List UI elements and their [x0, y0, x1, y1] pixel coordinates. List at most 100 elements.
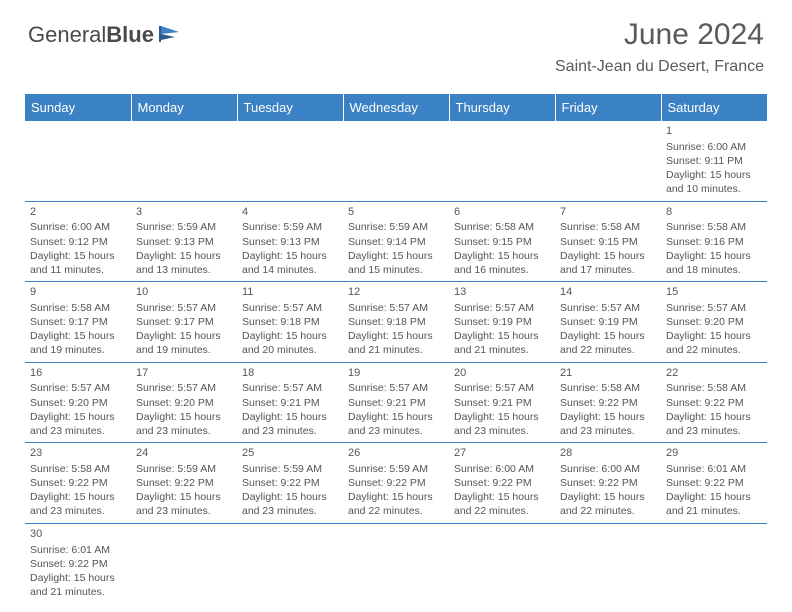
sunrise-line: Sunrise: 5:59 AM: [136, 462, 232, 476]
logo: GeneralBlue: [28, 22, 183, 48]
sunrise-line: Sunrise: 5:58 AM: [30, 462, 126, 476]
daylight-line: Daylight: 15 hours and 22 minutes.: [348, 490, 444, 518]
day-number: 27: [454, 446, 550, 461]
sunrise-line: Sunrise: 5:59 AM: [136, 220, 232, 234]
sunset-line: Sunset: 9:22 PM: [454, 476, 550, 490]
calendar-cell: 10Sunrise: 5:57 AMSunset: 9:17 PMDayligh…: [131, 282, 237, 363]
calendar-cell: 18Sunrise: 5:57 AMSunset: 9:21 PMDayligh…: [237, 362, 343, 443]
day-header: Monday: [131, 94, 237, 121]
daylight-line: Daylight: 15 hours and 22 minutes.: [560, 490, 656, 518]
sunset-line: Sunset: 9:22 PM: [136, 476, 232, 490]
calendar-cell: 16Sunrise: 5:57 AMSunset: 9:20 PMDayligh…: [25, 362, 131, 443]
daylight-line: Daylight: 15 hours and 19 minutes.: [30, 329, 126, 357]
calendar-cell: 1Sunrise: 6:00 AMSunset: 9:11 PMDaylight…: [661, 121, 767, 201]
daylight-line: Daylight: 15 hours and 22 minutes.: [454, 490, 550, 518]
calendar-cell: [237, 121, 343, 201]
calendar-cell: 6Sunrise: 5:58 AMSunset: 9:15 PMDaylight…: [449, 201, 555, 282]
calendar-cell: 19Sunrise: 5:57 AMSunset: 9:21 PMDayligh…: [343, 362, 449, 443]
sunrise-line: Sunrise: 5:58 AM: [666, 381, 762, 395]
sunset-line: Sunset: 9:13 PM: [242, 235, 338, 249]
daylight-line: Daylight: 15 hours and 17 minutes.: [560, 249, 656, 277]
calendar-cell: 3Sunrise: 5:59 AMSunset: 9:13 PMDaylight…: [131, 201, 237, 282]
day-number: 9: [30, 285, 126, 300]
calendar-cell: [25, 121, 131, 201]
calendar-cell: 20Sunrise: 5:57 AMSunset: 9:21 PMDayligh…: [449, 362, 555, 443]
calendar-cell: 13Sunrise: 5:57 AMSunset: 9:19 PMDayligh…: [449, 282, 555, 363]
calendar-cell: [555, 523, 661, 603]
day-number: 23: [30, 446, 126, 461]
calendar-cell: 23Sunrise: 5:58 AMSunset: 9:22 PMDayligh…: [25, 443, 131, 524]
day-number: 20: [454, 366, 550, 381]
calendar-cell: 12Sunrise: 5:57 AMSunset: 9:18 PMDayligh…: [343, 282, 449, 363]
sunrise-line: Sunrise: 6:00 AM: [666, 140, 762, 154]
header: GeneralBlue June 2024 Saint-Jean du Dese…: [0, 0, 792, 84]
sunset-line: Sunset: 9:14 PM: [348, 235, 444, 249]
sunset-line: Sunset: 9:15 PM: [454, 235, 550, 249]
day-number: 24: [136, 446, 232, 461]
calendar-cell: [343, 121, 449, 201]
daylight-line: Daylight: 15 hours and 23 minutes.: [136, 490, 232, 518]
day-number: 1: [666, 124, 762, 139]
calendar-cell: 14Sunrise: 5:57 AMSunset: 9:19 PMDayligh…: [555, 282, 661, 363]
daylight-line: Daylight: 15 hours and 20 minutes.: [242, 329, 338, 357]
day-number: 28: [560, 446, 656, 461]
sunrise-line: Sunrise: 5:57 AM: [242, 381, 338, 395]
sunset-line: Sunset: 9:22 PM: [30, 476, 126, 490]
daylight-line: Daylight: 15 hours and 13 minutes.: [136, 249, 232, 277]
calendar-cell: 24Sunrise: 5:59 AMSunset: 9:22 PMDayligh…: [131, 443, 237, 524]
sunset-line: Sunset: 9:13 PM: [136, 235, 232, 249]
sunrise-line: Sunrise: 5:59 AM: [242, 462, 338, 476]
sunset-line: Sunset: 9:22 PM: [348, 476, 444, 490]
day-header: Sunday: [25, 94, 131, 121]
calendar-cell: 15Sunrise: 5:57 AMSunset: 9:20 PMDayligh…: [661, 282, 767, 363]
sunset-line: Sunset: 9:15 PM: [560, 235, 656, 249]
day-number: 19: [348, 366, 444, 381]
daylight-line: Daylight: 15 hours and 23 minutes.: [30, 410, 126, 438]
calendar-table: SundayMondayTuesdayWednesdayThursdayFrid…: [25, 94, 767, 603]
day-number: 10: [136, 285, 232, 300]
daylight-line: Daylight: 15 hours and 23 minutes.: [666, 410, 762, 438]
calendar-cell: [343, 523, 449, 603]
sunrise-line: Sunrise: 5:57 AM: [454, 301, 550, 315]
sunset-line: Sunset: 9:21 PM: [348, 396, 444, 410]
day-number: 18: [242, 366, 338, 381]
sunrise-line: Sunrise: 5:57 AM: [348, 381, 444, 395]
calendar-cell: 28Sunrise: 6:00 AMSunset: 9:22 PMDayligh…: [555, 443, 661, 524]
sunset-line: Sunset: 9:20 PM: [136, 396, 232, 410]
sunrise-line: Sunrise: 5:58 AM: [30, 301, 126, 315]
title-block: June 2024 Saint-Jean du Desert, France: [555, 18, 764, 76]
sunrise-line: Sunrise: 6:00 AM: [454, 462, 550, 476]
sunset-line: Sunset: 9:11 PM: [666, 154, 762, 168]
calendar-body: 1Sunrise: 6:00 AMSunset: 9:11 PMDaylight…: [25, 121, 767, 603]
calendar-cell: 17Sunrise: 5:57 AMSunset: 9:20 PMDayligh…: [131, 362, 237, 443]
calendar-row: 9Sunrise: 5:58 AMSunset: 9:17 PMDaylight…: [25, 282, 767, 363]
sunrise-line: Sunrise: 6:00 AM: [560, 462, 656, 476]
sunrise-line: Sunrise: 5:57 AM: [136, 301, 232, 315]
day-number: 13: [454, 285, 550, 300]
calendar-cell: 8Sunrise: 5:58 AMSunset: 9:16 PMDaylight…: [661, 201, 767, 282]
daylight-line: Daylight: 15 hours and 19 minutes.: [136, 329, 232, 357]
sunrise-line: Sunrise: 5:57 AM: [454, 381, 550, 395]
daylight-line: Daylight: 15 hours and 16 minutes.: [454, 249, 550, 277]
sunrise-line: Sunrise: 6:01 AM: [30, 543, 126, 557]
calendar-cell: [555, 121, 661, 201]
location: Saint-Jean du Desert, France: [555, 58, 764, 76]
calendar-cell: [449, 523, 555, 603]
sunset-line: Sunset: 9:22 PM: [560, 476, 656, 490]
calendar-cell: 29Sunrise: 6:01 AMSunset: 9:22 PMDayligh…: [661, 443, 767, 524]
calendar-cell: 4Sunrise: 5:59 AMSunset: 9:13 PMDaylight…: [237, 201, 343, 282]
calendar-cell: 2Sunrise: 6:00 AMSunset: 9:12 PMDaylight…: [25, 201, 131, 282]
day-header: Tuesday: [237, 94, 343, 121]
daylight-line: Daylight: 15 hours and 23 minutes.: [348, 410, 444, 438]
calendar-row: 1Sunrise: 6:00 AMSunset: 9:11 PMDaylight…: [25, 121, 767, 201]
sunrise-line: Sunrise: 5:59 AM: [348, 462, 444, 476]
sunset-line: Sunset: 9:17 PM: [30, 315, 126, 329]
day-header: Thursday: [449, 94, 555, 121]
calendar-cell: 30Sunrise: 6:01 AMSunset: 9:22 PMDayligh…: [25, 523, 131, 603]
day-number: 16: [30, 366, 126, 381]
day-number: 26: [348, 446, 444, 461]
day-number: 4: [242, 205, 338, 220]
sunset-line: Sunset: 9:22 PM: [666, 476, 762, 490]
day-header: Saturday: [661, 94, 767, 121]
calendar-cell: 21Sunrise: 5:58 AMSunset: 9:22 PMDayligh…: [555, 362, 661, 443]
